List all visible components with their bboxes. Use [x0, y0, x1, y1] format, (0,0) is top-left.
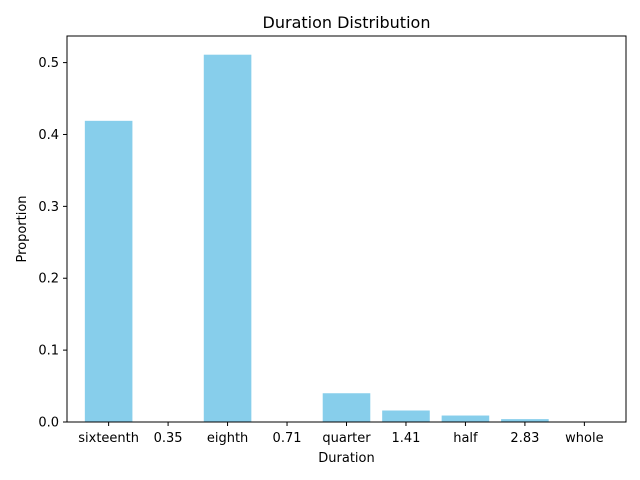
- bar-2.83: [501, 419, 549, 422]
- y-tick-label: 0.4: [38, 128, 59, 143]
- y-tick-label: 0.5: [38, 56, 59, 71]
- y-tick-label: 0.3: [38, 200, 59, 215]
- x-tick-label: quarter: [322, 431, 371, 446]
- bar-sixteenth: [84, 120, 133, 422]
- x-tick-label: 1.41: [391, 431, 420, 446]
- y-tick-label: 0.2: [38, 272, 59, 287]
- x-tick-label: 2.83: [510, 431, 539, 446]
- x-tick-label: sixteenth: [78, 431, 139, 446]
- chart-title: Duration Distribution: [263, 13, 431, 32]
- y-tick-label: 0.1: [38, 344, 59, 359]
- y-axis-label: Proportion: [15, 195, 30, 262]
- plot-frame: [66, 35, 627, 423]
- x-tick-label: eighth: [207, 431, 248, 446]
- x-tick-label: 0.71: [273, 431, 302, 446]
- bar-1.41: [382, 410, 430, 422]
- bars-layer: [84, 54, 549, 422]
- bar-quarter: [322, 393, 371, 422]
- bar-eighth: [203, 54, 252, 422]
- x-tick-label: 0.35: [154, 431, 183, 446]
- x-tick-label: half: [453, 431, 478, 446]
- y-tick-label: 0.0: [38, 416, 59, 431]
- x-axis-ticks: sixteenth 0.35 eighth 0.71 quarter 1.41 half 2.…: [78, 422, 604, 446]
- x-tick-label: whole: [565, 431, 603, 446]
- x-axis-label: Duration: [318, 451, 374, 466]
- y-axis-ticks: 0.0 0.1 0.2 0.3 0.4 0.5: [38, 56, 67, 431]
- bar-half: [441, 415, 490, 422]
